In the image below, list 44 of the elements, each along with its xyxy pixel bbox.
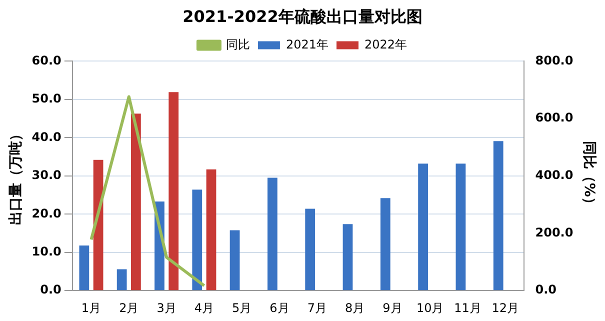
chart-title: 2021-2022年硫酸出口量对比图 [182, 6, 422, 26]
y-axis-title: 出口量（万吨） [8, 126, 24, 225]
bar [305, 208, 316, 290]
bar [267, 178, 278, 290]
legend-label: 2021年 [286, 37, 329, 52]
x-tick-label: 6月 [270, 300, 290, 315]
x-tick-label: 3月 [156, 300, 176, 315]
y-tick-label: 10.0 [32, 244, 62, 258]
x-tick-label: 9月 [382, 300, 402, 315]
x-tick-label: 7月 [307, 300, 327, 315]
x-tick-label: 11月 [454, 300, 482, 315]
x-tick-label: 2月 [119, 300, 139, 315]
y-tick-label: 20.0 [32, 206, 62, 220]
bar [230, 230, 240, 290]
y2-tick-label: 600.0 [535, 110, 574, 125]
bar [79, 245, 90, 290]
x-tick-label: 1月 [81, 300, 102, 315]
y2-tick-label: 0.0 [535, 282, 557, 297]
x-tick-label: 4月 [194, 300, 214, 315]
y2-axis-title: 同比（%） [580, 140, 597, 211]
x-tick-label: 10月 [416, 300, 444, 315]
x-tick-label: 8月 [344, 300, 365, 315]
bar [206, 169, 216, 290]
y-tick-label: 60.0 [32, 53, 62, 68]
bar [131, 114, 141, 290]
bar [116, 269, 127, 290]
x-tick-label: 12月 [492, 300, 520, 315]
y-tick-label: 0.0 [40, 282, 62, 297]
bar [192, 190, 202, 290]
bar [342, 224, 353, 290]
y2-tick-label: 400.0 [535, 168, 574, 182]
bar [493, 141, 504, 290]
bar [418, 164, 428, 290]
legend-label: 同比 [226, 37, 250, 52]
legend-label: 2022年 [364, 37, 408, 52]
y2-tick-label: 800.0 [535, 53, 574, 68]
bar [168, 92, 179, 290]
y-tick-label: 40.0 [32, 130, 62, 144]
y-tick-label: 50.0 [32, 92, 62, 106]
x-tick-label: 5月 [232, 300, 252, 315]
y2-tick-label: 200.0 [535, 225, 574, 240]
y-tick-label: 30.0 [32, 168, 62, 182]
bar [380, 198, 390, 290]
bar [456, 164, 466, 290]
